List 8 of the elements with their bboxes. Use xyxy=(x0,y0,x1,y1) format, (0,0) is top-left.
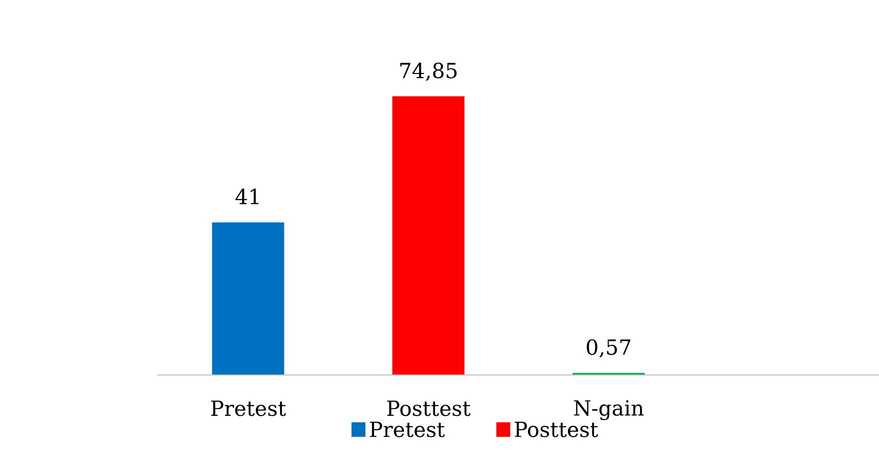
data-label: 41 xyxy=(236,188,258,204)
legend-label: Posttest xyxy=(514,422,598,438)
x-tick-label: Posttest xyxy=(387,400,470,416)
x-tick-label: N-gain xyxy=(574,400,644,420)
x-tick-label: Pretest xyxy=(211,400,286,416)
data-label: 74,85 xyxy=(400,62,457,81)
legend-label: Pretest xyxy=(370,422,445,438)
data-label: 0,57 xyxy=(586,339,630,358)
